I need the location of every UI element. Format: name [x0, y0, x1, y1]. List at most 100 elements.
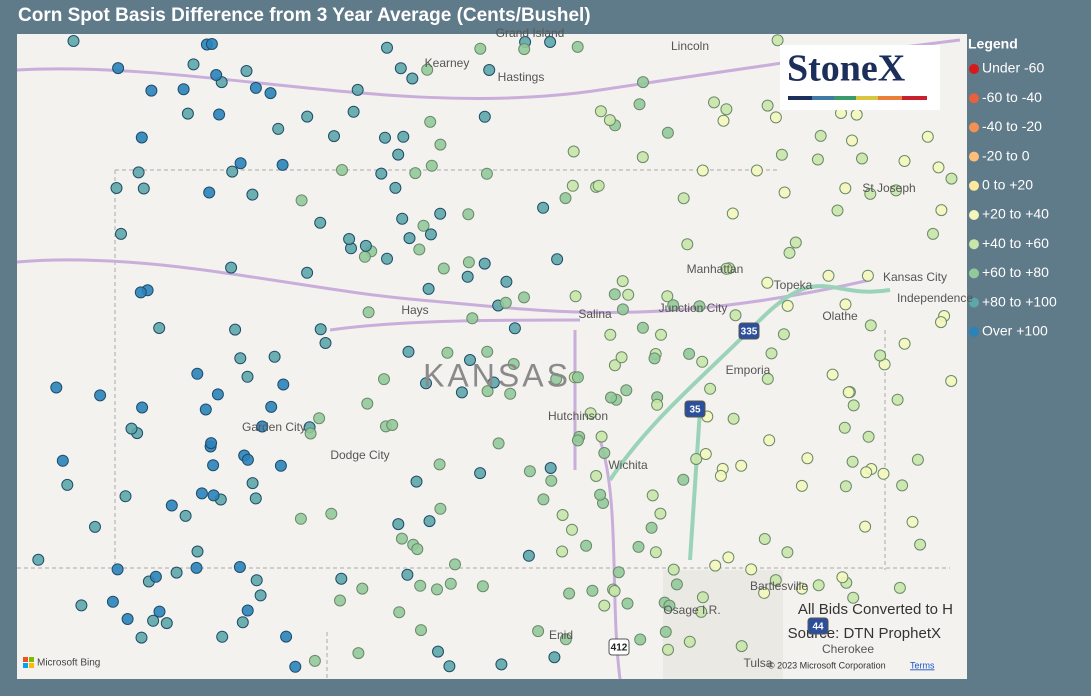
bid-point: [319, 337, 332, 349]
bid-point: [410, 475, 423, 488]
place-label: Dodge City: [330, 448, 389, 462]
bid-point: [556, 509, 569, 521]
place-label: Tulsa: [744, 656, 773, 670]
bid-point: [256, 420, 269, 433]
bid-point: [695, 605, 708, 618]
bid-point: [563, 587, 576, 600]
bid-point: [386, 419, 399, 431]
bid-point: [661, 126, 674, 139]
route-number: 44: [812, 622, 824, 633]
route-number: 35: [689, 405, 701, 416]
bid-point: [537, 201, 550, 214]
bid-point: [758, 533, 771, 545]
bid-point: [745, 563, 758, 576]
bid-point: [847, 399, 860, 412]
bid-point: [826, 368, 839, 381]
bid-point: [205, 437, 218, 450]
bid-point: [859, 520, 872, 533]
bid-point: [822, 269, 835, 282]
bid-point: [594, 488, 607, 501]
bid-point: [423, 515, 436, 528]
bid-point: [683, 635, 696, 648]
bid-point: [396, 212, 409, 225]
bid-point: [571, 40, 584, 53]
bid-point: [308, 654, 321, 667]
bid-point: [187, 58, 200, 71]
bid-point: [550, 373, 563, 385]
bid-point: [449, 558, 461, 571]
bid-point: [796, 582, 808, 595]
bid-point: [125, 422, 138, 435]
bid-point: [811, 153, 824, 166]
bid-point: [111, 563, 124, 576]
bid-point: [839, 480, 852, 493]
bid-point: [735, 459, 748, 472]
bid-point: [896, 479, 909, 492]
place-label: Kearney: [425, 56, 470, 70]
legend-swatch: [969, 268, 979, 279]
logo: StoneX: [787, 48, 905, 90]
bid-point: [106, 595, 119, 608]
bid-point: [234, 352, 247, 365]
bid-point: [246, 188, 259, 201]
bid-points: [32, 34, 958, 673]
bid-point: [911, 453, 924, 466]
bid-point: [566, 179, 579, 192]
bid-point: [250, 574, 263, 587]
bid-point: [356, 582, 369, 595]
bid-point: [632, 540, 645, 553]
bid-point: [795, 479, 808, 492]
bid-point: [249, 81, 262, 94]
legend-label: -60 to -40: [982, 89, 1042, 105]
bid-point: [121, 613, 134, 625]
bid-point: [765, 347, 778, 360]
bid-point: [160, 617, 173, 630]
logo-bar: [788, 96, 927, 100]
bid-point: [389, 181, 402, 194]
legend-label: Under -60: [982, 60, 1044, 76]
bid-point: [693, 300, 706, 313]
bid-point: [181, 107, 194, 120]
bid-point: [850, 108, 863, 121]
bid-point: [595, 430, 608, 443]
bid-point: [781, 299, 794, 312]
bid-point: [537, 493, 550, 506]
bid-point: [594, 105, 607, 118]
bid-point: [462, 208, 475, 221]
bid-point: [483, 64, 496, 76]
bid-point: [500, 275, 513, 288]
legend-swatch: [969, 239, 979, 250]
route-shield: [807, 617, 829, 635]
place-label: Kansas City: [883, 270, 947, 284]
bid-point: [729, 309, 742, 322]
bid-point: [474, 467, 487, 480]
bid-point: [195, 487, 208, 500]
bid-point: [696, 164, 709, 177]
bid-point: [877, 467, 890, 480]
terms-link[interactable]: Terms: [910, 660, 935, 670]
bid-point: [696, 591, 709, 604]
bid-point: [487, 376, 500, 389]
bid-point: [518, 291, 530, 304]
place-label: Junction City: [659, 301, 728, 315]
bid-point: [667, 299, 680, 312]
bid-point: [110, 182, 123, 194]
bid-point: [801, 452, 814, 465]
bid-point: [229, 323, 242, 336]
bid-point: [413, 243, 426, 256]
bid-point: [328, 130, 340, 143]
bid-point: [504, 387, 517, 400]
bid-point: [608, 288, 621, 301]
bid-point: [636, 151, 649, 164]
bid-point: [199, 403, 212, 416]
bid-point: [203, 186, 216, 199]
bid-point: [722, 551, 735, 564]
bid-point: [761, 372, 774, 385]
bid-point: [814, 129, 827, 142]
bid-point: [233, 561, 246, 573]
bid-point: [378, 373, 390, 386]
bid-point: [616, 275, 629, 288]
bid-point: [932, 161, 945, 174]
bid-point: [401, 568, 414, 581]
copyright: © 2023 Microsoft Corporation: [768, 660, 886, 670]
